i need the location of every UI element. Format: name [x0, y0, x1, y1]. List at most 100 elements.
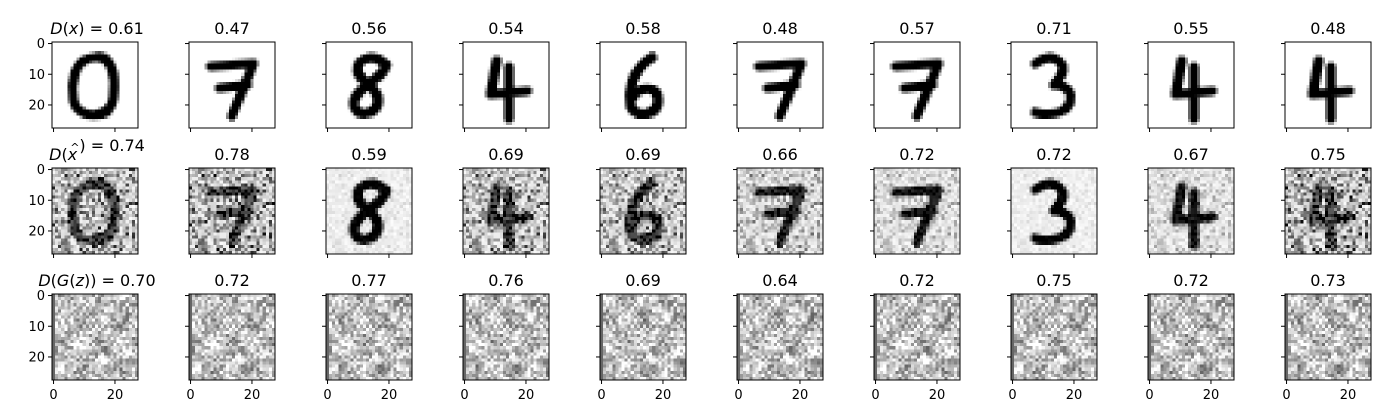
- subplot-r1-c7: 0.72: [1007, 145, 1098, 258]
- subplot-r1-c3: 0.69: [459, 145, 550, 258]
- subplot-r2-c1: 0 20 0.72: [185, 271, 276, 403]
- sample-image: [326, 42, 412, 128]
- axes-frame: [462, 167, 550, 255]
- subplot-r1-c8: 0.67: [1144, 145, 1235, 258]
- score-title: 0.72: [899, 271, 935, 290]
- sample-image: [737, 294, 823, 380]
- x-tick-label: 20: [381, 388, 398, 403]
- x-tick-label: 20: [1340, 388, 1357, 403]
- subplot-r0-c4: 0.58: [596, 19, 687, 132]
- axes-frame: [462, 293, 550, 381]
- sample-image: [1285, 168, 1371, 254]
- score-title: 0.66: [762, 145, 798, 164]
- axes-frame: [736, 167, 824, 255]
- score-title: 0.67: [1173, 145, 1209, 164]
- sample-image: [600, 168, 686, 254]
- sample-image: [326, 168, 412, 254]
- y-tick-label: 20: [28, 350, 45, 365]
- sample-image: [463, 168, 549, 254]
- score-title: 0.72: [1173, 271, 1209, 290]
- sample-image: [1148, 294, 1234, 380]
- axes-frame: [1010, 41, 1098, 129]
- subplot-r1-c6: 0.72: [870, 145, 961, 258]
- sample-image: [1011, 168, 1097, 254]
- sample-image: [874, 294, 960, 380]
- subplot-r0-c5: 0.48: [733, 19, 824, 132]
- y-tick-label: 0: [37, 163, 45, 178]
- sample-image: [326, 294, 412, 380]
- score-title: 0.72: [214, 271, 250, 290]
- y-tick-label: 10: [28, 194, 45, 209]
- score-title: 0.48: [762, 19, 798, 38]
- axes-frame: [1147, 41, 1235, 129]
- score-title: 0.77: [351, 271, 387, 290]
- subplot-r0-c2: 0.56: [322, 19, 413, 132]
- subplot-r2-c4: 0 20 0.69: [596, 271, 687, 403]
- axes-frame: [599, 293, 687, 381]
- row-title: D(x^) = 0.74: [49, 136, 145, 164]
- y-tick-label: 0: [37, 37, 45, 52]
- subplot-r2-c9: 0 20 0.73: [1281, 271, 1372, 403]
- sample-image: [600, 42, 686, 128]
- subplot-r0-c1: 0.47: [185, 19, 276, 132]
- score-title: 0.64: [762, 271, 798, 290]
- sample-image: [189, 168, 275, 254]
- score-title: 0.69: [625, 271, 661, 290]
- score-title: 0.57: [899, 19, 935, 38]
- score-title: 0.69: [625, 145, 661, 164]
- subplot-r2-c5: 0 20 0.64: [733, 271, 824, 403]
- axes-frame: [1284, 41, 1372, 129]
- subplot-r0-c6: 0.57: [870, 19, 961, 132]
- axes-frame: [873, 167, 961, 255]
- subplot-r2-c6: 0 20 0.72: [870, 271, 961, 403]
- x-tick-label: 0: [186, 388, 194, 403]
- sample-image: [463, 294, 549, 380]
- sample-image: [463, 42, 549, 128]
- sample-image: [737, 168, 823, 254]
- axes-frame: [188, 41, 276, 129]
- subplot-r0-c8: 0.55: [1144, 19, 1235, 132]
- x-tick-label: 0: [323, 388, 331, 403]
- x-tick-label: 20: [929, 388, 946, 403]
- score-title: 0.56: [351, 19, 387, 38]
- x-tick-label: 0: [1008, 388, 1016, 403]
- x-tick-label: 20: [518, 388, 535, 403]
- sample-image: [189, 42, 275, 128]
- score-title: 0.58: [625, 19, 661, 38]
- score-title: 0.71: [1036, 19, 1072, 38]
- subplot-r2-c0: 0 10 20 0 20 D(G(z)) = 0.70: [28, 271, 155, 403]
- subplot-r1-c2: 0.59: [322, 145, 413, 258]
- subplot-r1-c1: 0.78: [185, 145, 276, 258]
- x-tick-label: 20: [244, 388, 261, 403]
- sample-image: [52, 168, 138, 254]
- axes-frame: [51, 167, 139, 255]
- sample-image: [1285, 42, 1371, 128]
- axes-frame: [1010, 293, 1098, 381]
- axes-frame: [736, 41, 824, 129]
- axes-frame: [736, 293, 824, 381]
- x-tick-label: 0: [871, 388, 879, 403]
- sample-image: [1011, 42, 1097, 128]
- x-tick-label: 0: [734, 388, 742, 403]
- score-title: 0.48: [1310, 19, 1346, 38]
- x-tick-label: 0: [460, 388, 468, 403]
- x-tick-label: 20: [655, 388, 672, 403]
- x-tick-label: 20: [1066, 388, 1083, 403]
- score-title: 0.69: [488, 145, 524, 164]
- y-tick-label: 10: [28, 68, 45, 83]
- y-tick-label: 10: [28, 320, 45, 335]
- x-tick-label: 0: [49, 388, 57, 403]
- x-tick-label: 0: [1282, 388, 1290, 403]
- subplot-r0-c0: 0 10 20 D(x) = 0.61: [28, 19, 144, 132]
- subplot-r1-c4: 0.69: [596, 145, 687, 258]
- x-tick-label: 0: [597, 388, 605, 403]
- sample-image: [600, 294, 686, 380]
- subplot-r1-c0: 0 10 20 D(x^) = 0.74: [28, 136, 145, 258]
- score-title: 0.75: [1036, 271, 1072, 290]
- axes-frame: [325, 41, 413, 129]
- axes-frame: [1147, 167, 1235, 255]
- axes-frame: [1010, 167, 1098, 255]
- axes-frame: [325, 167, 413, 255]
- axes-frame: [51, 41, 139, 129]
- x-tick-label: 0: [1145, 388, 1153, 403]
